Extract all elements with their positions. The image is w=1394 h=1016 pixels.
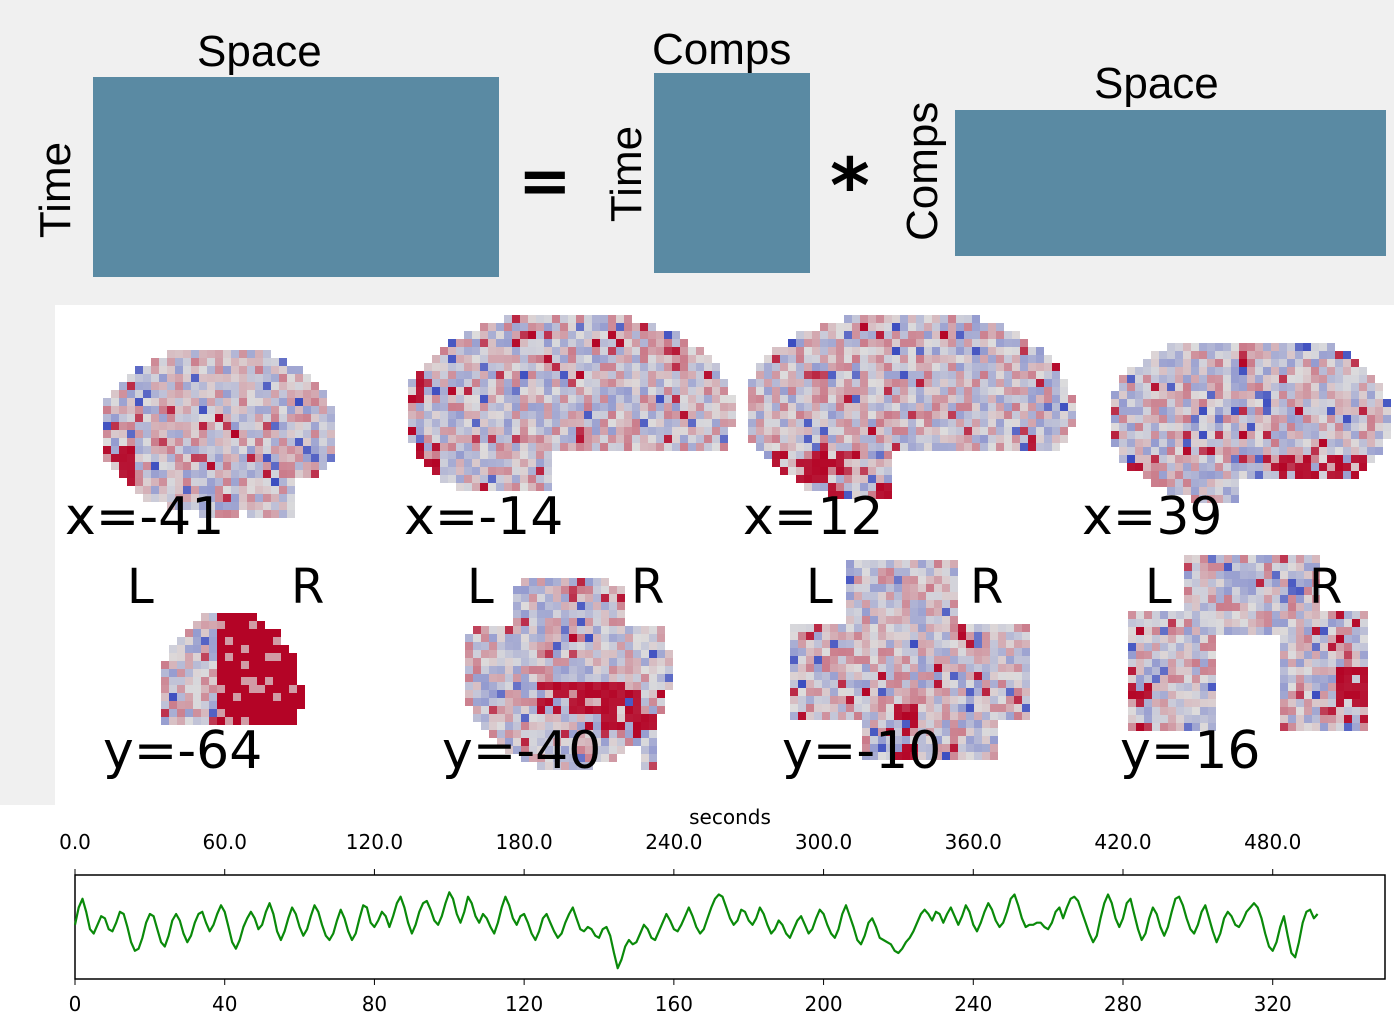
- top-tick-label: 180.0: [495, 830, 553, 854]
- equals-symbol: =: [518, 145, 572, 219]
- top-tick-label: 0.0: [59, 830, 91, 854]
- bottom-tick-label: 240: [954, 992, 993, 1016]
- left-marker-1: L: [127, 559, 154, 615]
- coronal-label-3: y=-10: [782, 721, 942, 781]
- top-axis-label: seconds: [689, 805, 771, 829]
- left-marker-2: L: [467, 559, 494, 615]
- top-tick-label: 420.0: [1094, 830, 1152, 854]
- bottom-tick-label: 320: [1253, 992, 1292, 1016]
- right-matrix-side-label: Comps: [898, 101, 947, 241]
- sagittal-label-4: x=39: [1082, 487, 1223, 547]
- timeseries-panel: seconds 0.0 60.0 120.0 180.0 240.0 300.0 360.0…: [0, 805, 1394, 1016]
- brain-slices-svg: [103, 315, 1391, 770]
- top-tick-label: 60.0: [202, 830, 247, 854]
- coronal-slice-3: [790, 560, 1030, 760]
- timeseries-svg: [73, 869, 1386, 985]
- coronal-slice-2: [465, 578, 673, 770]
- coronal-slice-1: [161, 613, 305, 725]
- top-tick-label: 120.0: [345, 830, 404, 854]
- sagittal-slice-1: [103, 350, 335, 518]
- left-marker-4: L: [1145, 559, 1172, 615]
- brain-maps-panel: x=-41 x=-14 x=12 x=39 L R L R L R L R y=…: [55, 305, 1394, 805]
- times-symbol: *: [830, 141, 870, 230]
- bottom-tick-label: 120: [505, 992, 544, 1016]
- middle-matrix: [654, 73, 810, 273]
- left-matrix-top-label: Space: [197, 27, 322, 76]
- bottom-tick-label: 40: [211, 992, 238, 1016]
- coronal-label-2: y=-40: [442, 721, 602, 781]
- coronal-label-4: y=16: [1120, 721, 1261, 781]
- right-marker-3: R: [970, 559, 1004, 615]
- left-matrix-side-label: Time: [31, 141, 80, 239]
- sagittal-label-1: x=-41: [65, 487, 225, 547]
- timeseries-line: [73, 891, 1319, 970]
- sagittal-slice-2: [408, 315, 736, 491]
- bottom-tick-label: 200: [804, 992, 843, 1016]
- top-tick-label: 480.0: [1244, 830, 1302, 854]
- top-tick-label: 300.0: [794, 830, 853, 854]
- sagittal-slice-3: [748, 315, 1076, 499]
- top-tick-label: 240.0: [645, 830, 703, 854]
- top-tick-label: 360.0: [944, 830, 1002, 854]
- right-marker-2: R: [631, 559, 665, 615]
- middle-matrix-top-label: Comps: [652, 25, 792, 74]
- sagittal-label-3: x=12: [743, 487, 884, 547]
- sagittal-label-2: x=-14: [404, 487, 564, 547]
- bottom-tick-label: 280: [1103, 992, 1143, 1016]
- bottom-tick-label: 0: [68, 992, 82, 1016]
- left-marker-3: L: [806, 559, 833, 615]
- left-matrix: [93, 77, 499, 277]
- coronal-label-1: y=-64: [103, 721, 263, 781]
- right-marker-1: R: [291, 559, 325, 615]
- middle-matrix-side-label: Time: [602, 125, 651, 223]
- coronal-slice-4: [1128, 555, 1368, 731]
- plot-frame: [74, 874, 1386, 980]
- bottom-tick-label: 160: [654, 992, 693, 1016]
- right-matrix: [955, 110, 1386, 256]
- bottom-tick-label: 80: [361, 992, 388, 1016]
- right-matrix-top-label: Space: [1094, 59, 1219, 108]
- sagittal-slice-4: [1111, 343, 1391, 503]
- right-marker-4: R: [1309, 559, 1343, 615]
